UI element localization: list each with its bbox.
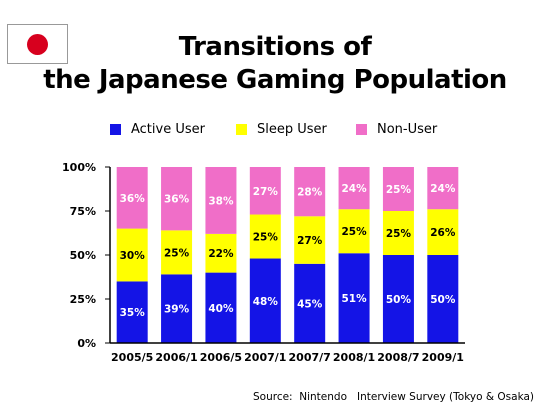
data-label-active: 50% — [430, 294, 456, 306]
legend-swatch-active — [110, 124, 121, 135]
source-note: Source: Nintendo Interview Survey (Tokyo… — [252, 391, 534, 403]
legend-item-non-user: Non-User — [356, 122, 437, 137]
data-label-non: 36% — [120, 193, 146, 205]
data-label-non: 38% — [208, 195, 234, 207]
data-label-active: 35% — [120, 307, 146, 319]
data-label-active: 39% — [164, 304, 190, 316]
bar-segment-sleep — [427, 209, 459, 255]
x-tick-label: 2007/1 — [244, 351, 286, 364]
data-label-sleep: 25% — [164, 247, 190, 259]
flag-disc — [27, 34, 48, 55]
japan-flag-icon — [7, 24, 68, 64]
bar-segment-sleep — [249, 214, 281, 259]
x-tick-label: 2008/1 — [333, 351, 375, 364]
data-label-sleep: 27% — [297, 235, 323, 247]
bar-segment-sleep — [294, 216, 326, 264]
x-tick-label: 2009/1 — [422, 351, 464, 364]
legend-item-active-user: Active User — [110, 122, 205, 137]
data-label-sleep: 30% — [120, 250, 146, 262]
y-tick-label: 25% — [70, 293, 96, 306]
bar-segment-active — [249, 258, 281, 343]
legend-item-sleep-user: Sleep User — [236, 122, 327, 137]
legend-label-non: Non-User — [377, 122, 438, 137]
chart-title-line2: the Japanese Gaming Population — [43, 65, 507, 95]
data-label-non: 24% — [341, 183, 367, 195]
x-tick-label: 2008/7 — [377, 351, 419, 364]
data-label-sleep: 26% — [430, 227, 456, 239]
data-label-non: 28% — [297, 187, 323, 199]
y-tick-label: 50% — [70, 249, 96, 262]
bar-segment-sleep — [116, 228, 148, 282]
data-label-active: 45% — [297, 298, 323, 310]
bar-segment-active — [161, 274, 193, 343]
data-label-active: 51% — [341, 293, 367, 305]
x-tick-label: 2007/7 — [289, 351, 331, 364]
bar-segment-non — [205, 167, 237, 234]
legend-swatch-non — [356, 124, 367, 135]
data-label-non: 24% — [430, 183, 456, 195]
x-tick-label: 2005/5 — [111, 351, 153, 364]
bar-segment-sleep — [382, 211, 414, 255]
data-label-sleep: 25% — [386, 228, 412, 240]
data-label-sleep: 25% — [253, 232, 279, 244]
bar-segment-active — [382, 255, 414, 343]
bar-segment-non — [249, 167, 281, 215]
data-label-non: 36% — [164, 194, 190, 206]
bar-segment-sleep — [205, 233, 237, 273]
data-label-active: 50% — [386, 294, 412, 306]
data-label-non: 25% — [386, 184, 412, 196]
x-tick-label: 2006/1 — [155, 351, 197, 364]
bar-segment-sleep — [161, 230, 193, 275]
bar-segment-non — [116, 167, 148, 229]
legend-swatch-sleep — [236, 124, 247, 135]
chart-title-line1: Transitions of — [178, 32, 372, 62]
bar-segment-sleep — [338, 209, 370, 254]
y-tick-label: 100% — [62, 161, 96, 174]
chart-legend: Active User Sleep User Non-User — [0, 122, 550, 142]
bar-segment-active — [427, 255, 459, 343]
data-label-non: 27% — [253, 186, 279, 198]
x-tick-label: 2006/5 — [200, 351, 242, 364]
data-label-sleep: 25% — [341, 226, 367, 238]
data-label-active: 48% — [253, 296, 279, 308]
bar-segment-non — [161, 167, 193, 231]
legend-label-sleep: Sleep User — [257, 122, 327, 137]
y-tick-label: 75% — [70, 205, 96, 218]
bar-segment-non — [338, 167, 370, 210]
y-tick-label: 0% — [77, 337, 96, 350]
bar-segment-non — [427, 167, 459, 210]
bar-segment-active — [205, 272, 237, 343]
bar-segment-active — [338, 253, 370, 343]
bar-segment-active — [294, 263, 326, 343]
legend-label-active: Active User — [131, 122, 205, 137]
bar-segment-non — [382, 167, 414, 211]
bar-segment-non — [294, 167, 326, 217]
data-label-sleep: 22% — [208, 248, 234, 260]
bar-segment-active — [116, 281, 148, 343]
data-label-active: 40% — [208, 303, 234, 315]
